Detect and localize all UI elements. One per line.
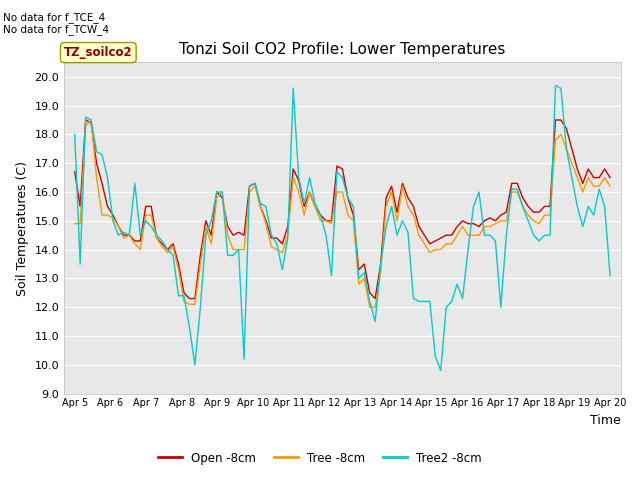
Legend: Open -8cm, Tree -8cm, Tree2 -8cm: Open -8cm, Tree -8cm, Tree2 -8cm <box>154 447 486 469</box>
X-axis label: Time: Time <box>590 414 621 427</box>
Text: No data for f_TCE_4
No data for f_TCW_4: No data for f_TCE_4 No data for f_TCW_4 <box>3 12 109 36</box>
Y-axis label: Soil Temperatures (C): Soil Temperatures (C) <box>16 160 29 296</box>
Text: TZ_soilco2: TZ_soilco2 <box>64 46 132 59</box>
Title: Tonzi Soil CO2 Profile: Lower Temperatures: Tonzi Soil CO2 Profile: Lower Temperatur… <box>179 42 506 57</box>
